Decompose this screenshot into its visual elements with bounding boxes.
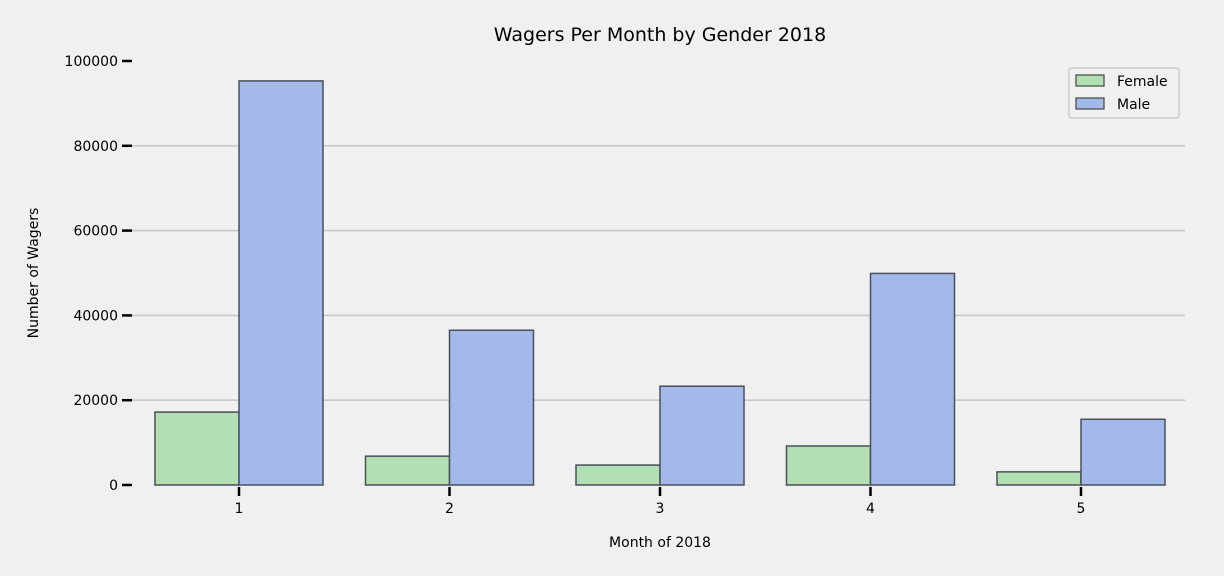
x-axis-label: Month of 2018 xyxy=(609,535,711,551)
bar-male-2 xyxy=(448,329,535,486)
y-tick-label: 100000 xyxy=(65,54,118,70)
bar-male-1 xyxy=(238,80,324,486)
legend-swatch-female xyxy=(1075,74,1105,87)
bar-female-2 xyxy=(364,455,451,486)
bar-male-3 xyxy=(659,385,745,486)
bar-female-3 xyxy=(575,464,661,486)
legend-swatch-male xyxy=(1075,97,1105,110)
bars xyxy=(154,80,1166,486)
y-tick-label: 60000 xyxy=(73,224,118,240)
bar-male-5 xyxy=(1080,418,1166,486)
y-tick-label: 0 xyxy=(109,478,118,494)
x-tick-label: 4 xyxy=(866,501,875,517)
y-axis: 0 20000 40000 60000 80000 100000 xyxy=(65,54,132,494)
x-tick-label: 1 xyxy=(235,501,244,517)
bar-female-4 xyxy=(785,445,872,486)
chart-title: Wagers Per Month by Gender 2018 xyxy=(494,24,826,46)
x-tick-label: 2 xyxy=(445,501,454,517)
x-tick-label: 5 xyxy=(1077,501,1086,517)
x-axis: 1 2 3 4 5 xyxy=(235,487,1086,517)
x-tick-label: 3 xyxy=(656,501,665,517)
legend-label-male: Male xyxy=(1117,97,1150,113)
y-tick-label: 20000 xyxy=(73,393,118,409)
bar-male-4 xyxy=(869,272,956,486)
bar-female-5 xyxy=(996,471,1082,486)
bar-female-1 xyxy=(154,411,240,486)
y-tick-label: 80000 xyxy=(73,139,118,155)
legend-label-female: Female xyxy=(1117,74,1168,90)
legend: Female Male xyxy=(1068,67,1180,119)
y-tick-label: 40000 xyxy=(73,308,118,324)
y-axis-label: Number of Wagers xyxy=(26,208,42,339)
